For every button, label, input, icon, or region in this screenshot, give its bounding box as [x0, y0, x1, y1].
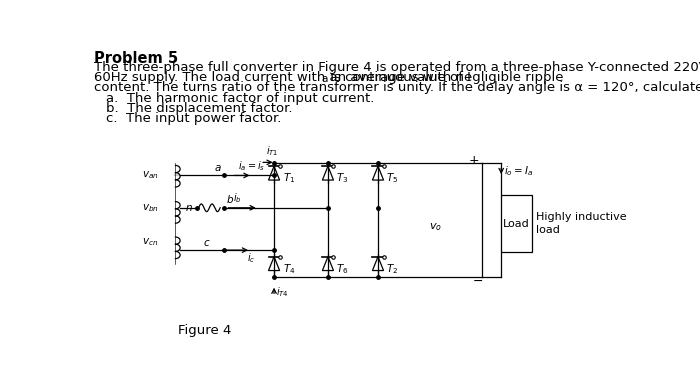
- Text: $T_3$: $T_3$: [337, 172, 349, 185]
- Text: $T_5$: $T_5$: [386, 172, 399, 185]
- Text: Figure 4: Figure 4: [178, 324, 231, 337]
- Text: −: −: [473, 275, 483, 288]
- Text: Problem 5: Problem 5: [94, 51, 178, 66]
- Text: $a$: $a$: [214, 163, 222, 173]
- Text: c.  The input power factor.: c. The input power factor.: [106, 111, 281, 124]
- Text: $i_{T4}$: $i_{T4}$: [276, 286, 288, 300]
- Text: Load: Load: [503, 218, 530, 228]
- Text: $i_o=I_a$: $i_o=I_a$: [503, 164, 533, 178]
- Text: b.  The displacement factor.: b. The displacement factor.: [106, 101, 293, 114]
- Bar: [501, 195, 532, 252]
- Text: $i_a=i_s$: $i_a=i_s$: [238, 159, 265, 173]
- Text: Highly inductive: Highly inductive: [536, 212, 626, 222]
- Text: $v_o$: $v_o$: [429, 221, 442, 233]
- Text: The three-phase full converter in Figure 4 is operated from a three-phase Y-conn: The three-phase full converter in Figure…: [94, 61, 700, 74]
- Text: $v_{bn}$: $v_{bn}$: [141, 202, 158, 214]
- Text: content. The turns ratio of the transformer is unity. If the delay angle is α = : content. The turns ratio of the transfor…: [94, 81, 700, 94]
- Text: is continuous with negligible ripple: is continuous with negligible ripple: [326, 71, 564, 84]
- Text: a: a: [321, 74, 328, 84]
- Text: a.  The harmonic factor of input current.: a. The harmonic factor of input current.: [106, 91, 374, 104]
- Text: 60Hz supply. The load current with an average value of I: 60Hz supply. The load current with an av…: [94, 71, 470, 84]
- Text: $T_4$: $T_4$: [283, 262, 295, 276]
- Text: $T_6$: $T_6$: [337, 262, 349, 276]
- Text: $b$: $b$: [226, 194, 234, 205]
- Text: $i_{T1}$: $i_{T1}$: [266, 145, 279, 159]
- Text: $c$: $c$: [203, 238, 211, 248]
- Text: $i_c$: $i_c$: [247, 252, 256, 265]
- Text: load: load: [536, 225, 560, 235]
- Text: $n$: $n$: [186, 203, 193, 213]
- Text: $v_{an}$: $v_{an}$: [142, 170, 158, 181]
- Text: $i_b$: $i_b$: [233, 192, 242, 205]
- Text: $T_2$: $T_2$: [386, 262, 399, 276]
- Text: $T_1$: $T_1$: [283, 172, 295, 185]
- Text: $v_{cn}$: $v_{cn}$: [142, 237, 158, 248]
- Text: +: +: [469, 154, 480, 167]
